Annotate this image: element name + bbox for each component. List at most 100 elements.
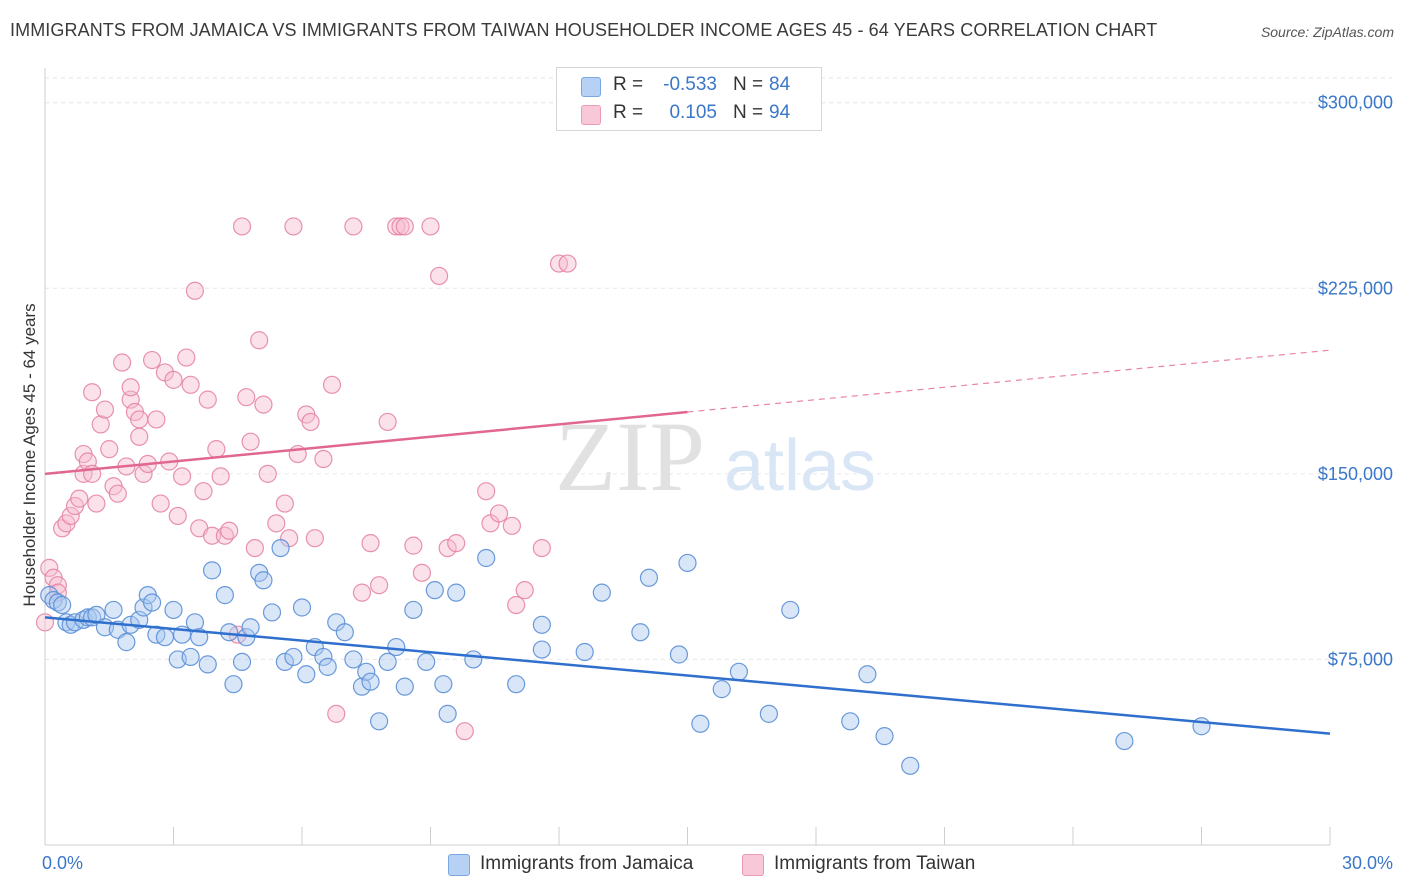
x-tick-label: 0.0% [42,853,83,873]
taiwan-point [168,506,187,526]
taiwan-point [83,383,102,402]
taiwan-point [121,378,140,397]
taiwan-point [87,494,106,513]
taiwan-point [391,217,410,236]
jamaica-swatch [581,77,601,97]
taiwan-n-value: 94 [769,102,791,123]
taiwan-point [108,484,127,503]
x-tick-label: 30.0% [1342,853,1393,873]
taiwan-point [130,427,149,446]
jamaica-point [318,657,337,676]
taiwan-point [344,217,363,236]
bottom-jamaica-swatch [448,854,470,876]
bottom-taiwan-label: Immigrants from Taiwan [774,853,976,874]
taiwan-point [370,576,389,595]
jamaica-point [198,655,217,674]
jamaica-r-value: -0.533 [663,74,717,95]
jamaica-point [117,633,136,652]
jamaica-point [104,600,123,620]
taiwan-point [284,217,303,236]
taiwan-point [477,482,496,501]
jamaica-point [224,675,243,694]
bottom-taiwan-swatch [742,854,764,876]
taiwan-point [207,440,226,459]
jamaica-point [639,568,659,587]
jamaica-point [378,652,397,672]
taiwan-point [181,375,200,394]
taiwan-point [220,521,239,540]
jamaica-point [691,714,710,733]
taiwan-point [502,516,521,535]
jamaica-r-label: R = [613,74,644,95]
jamaica-point [417,652,436,672]
jamaica-point [202,561,222,580]
jamaica-point [669,645,689,664]
jamaica-point [781,600,800,620]
jamaica-point [232,652,252,672]
taiwan-point [232,217,252,236]
correlation-legend: R = -0.533 N = 84 R = 0.105 N = 94 [556,67,822,131]
jamaica-point [438,704,457,723]
jamaica-point [271,538,290,558]
jamaica-point [712,680,731,699]
watermark-zip: ZIP [555,401,705,512]
bottom-jamaica-label: Immigrants from Jamaica [480,853,694,874]
taiwan-points [35,217,577,741]
taiwan-point [61,506,80,526]
jamaica-point [220,623,239,642]
jamaica-point [532,615,551,634]
jamaica-point [53,595,72,615]
jamaica-point [532,640,551,659]
jamaica-point [352,677,372,696]
taiwan-r-value: 0.105 [669,102,717,123]
jamaica-point [447,583,466,602]
jamaica-point [858,665,877,684]
source-label: Source: ZipAtlas.com [1260,24,1394,40]
taiwan-point [130,410,149,429]
jamaica-point [841,712,860,731]
taiwan-point [237,388,256,407]
taiwan-point [532,538,551,558]
taiwan-point [421,217,440,236]
taiwan-point [267,514,286,533]
taiwan-point [404,536,423,555]
taiwan-point [258,464,277,483]
taiwan-point [91,415,110,434]
taiwan-point [322,375,342,394]
jamaica-point [284,647,303,667]
taiwan-point [211,467,230,486]
jamaica-point [275,652,294,672]
jamaica-point [361,672,380,691]
jamaica-point [87,605,106,625]
jamaica-trend-line [44,616,1331,735]
axes [44,68,1331,846]
jamaica-points [40,538,1211,775]
taiwan-trend-line [44,410,688,476]
jamaica-point [759,704,778,723]
taiwan-point [412,563,432,582]
y-tick-label: $150,000 [1318,464,1393,484]
taiwan-point [70,489,89,508]
jamaica-point [875,727,894,746]
y-tick-label: $300,000 [1318,93,1393,113]
jamaica-point [344,650,363,669]
taiwan-point [245,538,264,558]
taiwan-r-label: R = [613,102,644,123]
jamaica-point [729,662,749,681]
jamaica-point [434,675,453,694]
jamaica-point [297,665,316,684]
jamaica-n-value: 84 [769,74,791,95]
taiwan-point [198,390,217,409]
jamaica-point [1115,731,1134,751]
jamaica-point [370,712,389,731]
jamaica-point [387,637,406,657]
y-tick-label: $75,000 [1328,649,1393,669]
taiwan-point [361,534,380,553]
taiwan-point [455,722,474,741]
jamaica-point [357,662,376,681]
taiwan-point [35,613,55,632]
taiwan-point [250,331,269,350]
taiwan-point [515,581,534,600]
jamaica-point [215,586,234,605]
taiwan-point [147,410,166,429]
